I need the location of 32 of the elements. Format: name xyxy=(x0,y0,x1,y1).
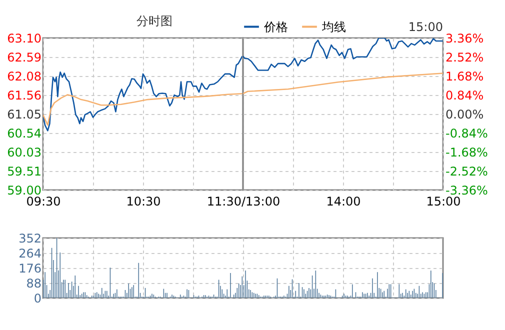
y-tick-label: 0 xyxy=(34,292,42,306)
legend-label: 均线 xyxy=(321,20,346,34)
text: 0.00% xyxy=(446,108,484,122)
legend-label: 价格 xyxy=(263,20,288,34)
text: -2.52% xyxy=(446,164,488,178)
y-tick-label: 61.05 xyxy=(7,108,42,122)
y-tick-label: 264 xyxy=(18,246,42,260)
chart-title: 分时图 xyxy=(136,14,173,28)
y-tick-label: 88 xyxy=(26,276,42,290)
text: 1.68% xyxy=(446,70,484,84)
y-tick-label: 59.51 xyxy=(7,164,42,179)
text: 3.36% xyxy=(446,32,484,46)
y-tick-label: 62.08 xyxy=(7,69,42,84)
x-tick-label: 11:30/13:00 xyxy=(206,194,280,208)
x-tick-label: 10:30 xyxy=(126,194,161,208)
y-tick-label: 59.00 xyxy=(7,184,42,198)
y-tick-label: 62.59 xyxy=(7,50,42,64)
x-tick-label: 09:30 xyxy=(26,194,61,208)
y-tick-label: 63.10 xyxy=(7,32,42,46)
x-tick-label: 15:00 xyxy=(426,194,461,208)
y-tick-label: 61.56 xyxy=(7,88,42,103)
text: 2.52% xyxy=(446,50,484,64)
text: -0.84% xyxy=(446,126,488,140)
text: 0.84% xyxy=(446,88,484,102)
text: -1.68% xyxy=(446,146,488,160)
text: -3.36% xyxy=(446,184,488,198)
text: 15:00 xyxy=(408,20,443,34)
y-tick-label: 60.03 xyxy=(7,145,42,160)
x-tick-label: 14:00 xyxy=(326,194,361,208)
y-tick-label: 352 xyxy=(18,232,42,246)
y-tick-label: 176 xyxy=(18,262,42,276)
y-tick-label: 60.54 xyxy=(7,126,42,140)
